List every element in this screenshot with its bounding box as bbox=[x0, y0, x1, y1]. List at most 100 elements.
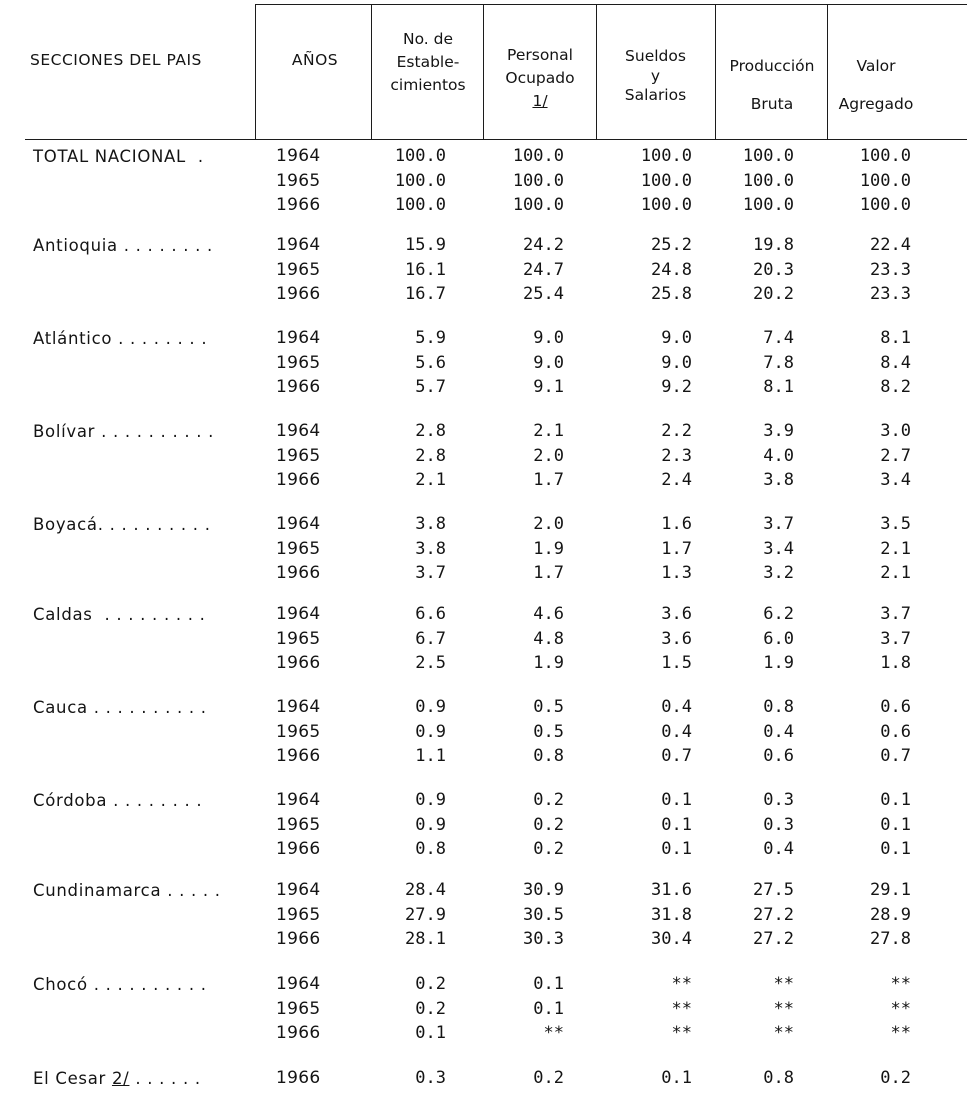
value-cell: 4.8 bbox=[533, 628, 564, 649]
year-cell: 1965 bbox=[276, 721, 321, 742]
value-cell: 0.7 bbox=[661, 746, 692, 766]
section-label: Caldas bbox=[33, 605, 93, 624]
value-cell: 3.8 bbox=[763, 470, 794, 490]
header-line: Ocupado bbox=[505, 69, 575, 87]
section-name: El Cesar 2/ . . . . . . bbox=[33, 1069, 201, 1088]
year-cell: 1966 bbox=[276, 746, 321, 766]
dot-leader: . . . . . . . . bbox=[117, 236, 213, 255]
value-cell: 5.9 bbox=[415, 328, 446, 348]
year-cell: 1965 bbox=[276, 538, 321, 559]
value-cell: 0.1 bbox=[661, 790, 692, 810]
value-cell: 3.5 bbox=[880, 514, 911, 534]
value-cell: 100.0 bbox=[859, 170, 911, 191]
year-cell: 1965 bbox=[276, 814, 321, 835]
value-cell: 100.0 bbox=[742, 146, 794, 166]
header-sueldos: Sueldos y Salarios bbox=[597, 44, 714, 108]
value-cell: 1.7 bbox=[661, 538, 692, 559]
dot-leader: . . . . . . . . . . bbox=[87, 975, 207, 994]
value-cell: 100.0 bbox=[640, 146, 692, 166]
value-cell: 9.0 bbox=[533, 328, 564, 348]
value-cell: 0.1 bbox=[661, 839, 692, 859]
header-line: No. de bbox=[402, 30, 454, 48]
section-name: Boyacá. . . . . . . . . . bbox=[33, 515, 211, 534]
section-name: TOTAL NACIONAL . bbox=[33, 147, 204, 166]
value-cell: 9.0 bbox=[661, 328, 692, 348]
value-cell: 23.3 bbox=[870, 259, 911, 280]
value-cell: 0.4 bbox=[763, 839, 794, 859]
value-cell: 3.4 bbox=[880, 470, 911, 490]
value-cell: 2.0 bbox=[533, 514, 564, 534]
value-cell: 8.2 bbox=[880, 377, 911, 397]
year-cell: 1966 bbox=[276, 839, 321, 859]
value-cell: 0.2 bbox=[533, 790, 564, 810]
dot-leader: . . . . . . . . bbox=[112, 329, 208, 348]
value-cell: 8.1 bbox=[880, 328, 911, 348]
value-cell: 20.2 bbox=[753, 284, 794, 304]
year-cell: 1964 bbox=[276, 514, 321, 534]
value-cell: 3.7 bbox=[880, 604, 911, 624]
value-cell: 28.1 bbox=[405, 929, 446, 949]
value-cell: ** bbox=[773, 974, 794, 994]
value-cell: 6.7 bbox=[415, 628, 446, 649]
column-divider bbox=[596, 4, 597, 140]
year-cell: 1966 bbox=[276, 195, 321, 215]
year-cell: 1965 bbox=[276, 445, 321, 466]
value-cell: 9.2 bbox=[661, 377, 692, 397]
value-cell: 25.2 bbox=[651, 235, 692, 255]
value-cell: 0.2 bbox=[533, 814, 564, 835]
value-cell: 100.0 bbox=[742, 170, 794, 191]
value-cell: 6.6 bbox=[415, 604, 446, 624]
value-cell: 0.8 bbox=[763, 697, 794, 717]
value-cell: 27.8 bbox=[870, 929, 911, 949]
value-cell: 27.5 bbox=[753, 880, 794, 900]
value-cell: 25.8 bbox=[651, 284, 692, 304]
value-cell: 3.4 bbox=[763, 538, 794, 559]
value-cell: ** bbox=[890, 974, 911, 994]
header-line: Salarios bbox=[624, 86, 687, 104]
value-cell: 100.0 bbox=[394, 170, 446, 191]
section-label: Antioquia bbox=[33, 236, 118, 255]
year-cell: 1964 bbox=[276, 697, 321, 717]
value-cell: 0.8 bbox=[533, 746, 564, 766]
year-cell: 1964 bbox=[276, 974, 321, 994]
value-cell: 0.1 bbox=[880, 814, 911, 835]
value-cell: 24.8 bbox=[651, 259, 692, 280]
section-label: Córdoba bbox=[33, 791, 108, 810]
value-cell: 3.6 bbox=[661, 604, 692, 624]
value-cell: 30.4 bbox=[651, 929, 692, 949]
dot-leader: . . . . . bbox=[161, 881, 221, 900]
value-cell: 0.7 bbox=[880, 746, 911, 766]
year-cell: 1964 bbox=[276, 328, 321, 348]
value-cell: 0.2 bbox=[533, 1068, 564, 1088]
year-cell: 1966 bbox=[276, 470, 321, 490]
header-valor: Valor Agregado bbox=[828, 47, 924, 123]
value-cell: 0.9 bbox=[415, 697, 446, 717]
header-line: Producción bbox=[729, 57, 815, 75]
year-cell: 1966 bbox=[276, 563, 321, 583]
value-cell: ** bbox=[671, 1023, 692, 1043]
value-cell: 0.5 bbox=[533, 697, 564, 717]
value-cell: 0.1 bbox=[533, 998, 564, 1019]
section-label: Boyacá bbox=[33, 515, 98, 534]
year-cell: 1965 bbox=[276, 628, 321, 649]
value-cell: 1.7 bbox=[533, 470, 564, 490]
value-cell: 27.2 bbox=[753, 929, 794, 949]
year-cell: 1964 bbox=[276, 790, 321, 810]
header-line: Personal bbox=[507, 46, 573, 64]
value-cell: 100.0 bbox=[394, 195, 446, 215]
value-cell: 100.0 bbox=[859, 195, 911, 215]
value-cell: 24.2 bbox=[523, 235, 564, 255]
value-cell: 2.3 bbox=[661, 445, 692, 466]
value-cell: 8.1 bbox=[763, 377, 794, 397]
header-line: Valor bbox=[856, 57, 896, 75]
value-cell: 0.1 bbox=[533, 974, 564, 994]
value-cell: 27.2 bbox=[753, 904, 794, 925]
value-cell: ** bbox=[890, 1023, 911, 1043]
section-name: Cauca . . . . . . . . . . bbox=[33, 698, 207, 717]
header-bottom-rule bbox=[25, 139, 967, 140]
table-top-rule bbox=[255, 4, 967, 5]
value-cell: 0.1 bbox=[880, 790, 911, 810]
value-cell: ** bbox=[543, 1023, 564, 1043]
value-cell: 3.6 bbox=[661, 628, 692, 649]
year-cell: 1966 bbox=[276, 1068, 321, 1088]
